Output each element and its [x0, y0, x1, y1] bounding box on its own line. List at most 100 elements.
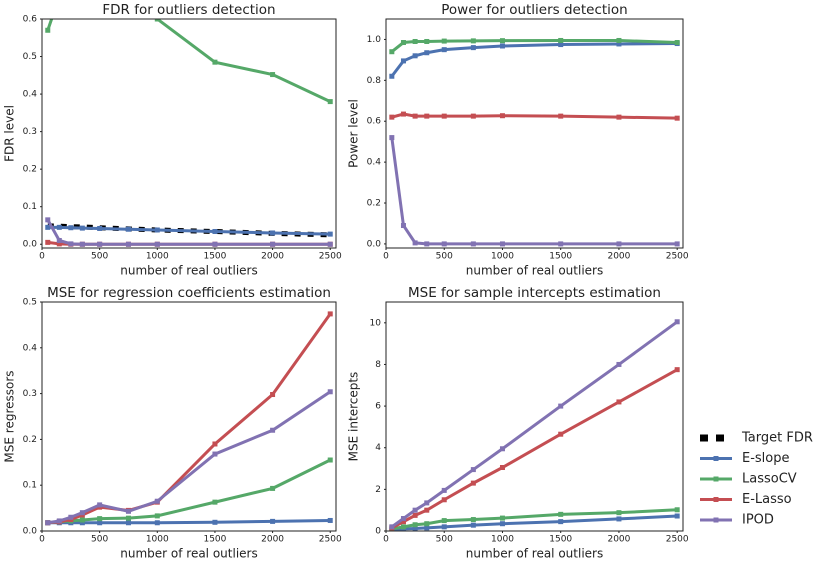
y-tick-label: 0.6 [23, 15, 38, 25]
point [79, 241, 85, 247]
point [212, 519, 218, 525]
point [441, 518, 447, 524]
point [616, 510, 622, 516]
axes-frame [385, 301, 684, 532]
point [412, 526, 418, 531]
y-tick-label: 0.2 [367, 199, 381, 209]
y-tick-label: 0.0 [367, 239, 382, 249]
series-line [390, 320, 679, 529]
y-axis-label: MSE intercepts [347, 372, 361, 462]
x-tick-label: 2500 [319, 252, 342, 262]
axes-frame [41, 301, 337, 532]
x-tick-label: 2000 [261, 535, 284, 545]
legend-label: IPOD [742, 513, 774, 528]
series-line [391, 368, 678, 530]
point [412, 113, 418, 119]
point [400, 516, 406, 522]
legend-marker [713, 517, 719, 523]
point [558, 403, 564, 409]
point [125, 241, 131, 247]
legend-marker [713, 456, 719, 461]
y-tick-label: 0.1 [23, 202, 37, 212]
point [270, 485, 276, 491]
series-line [391, 514, 678, 531]
x-tick-label: 1000 [491, 535, 514, 545]
y-tick-label: 2 [375, 485, 381, 495]
x-axis-label: number of real outliers [466, 547, 603, 561]
legend-label: E-Lasso [742, 492, 792, 507]
y-tick-label: 10 [370, 318, 382, 328]
point [412, 522, 418, 528]
point [68, 225, 74, 231]
point [558, 37, 564, 43]
point [424, 500, 430, 506]
point [499, 446, 505, 452]
point [499, 521, 505, 527]
point [97, 225, 103, 231]
x-tick-label: 500 [436, 535, 453, 545]
legend-label: LassoCV [742, 472, 797, 487]
point [154, 241, 160, 247]
y-tick-label: 8 [375, 360, 381, 370]
x-tick-label: 500 [436, 252, 453, 262]
point [389, 524, 395, 530]
plot-area [389, 319, 680, 531]
series-line [390, 38, 678, 53]
point [470, 113, 476, 119]
point [412, 38, 418, 44]
x-tick-label: 0 [383, 252, 389, 262]
point [327, 241, 333, 247]
point [212, 499, 218, 505]
point [45, 520, 51, 526]
y-tick-label: 0.4 [367, 158, 382, 168]
point [125, 520, 131, 526]
point [558, 113, 564, 119]
point [441, 47, 447, 53]
point [154, 498, 160, 504]
point [499, 465, 505, 471]
x-tick-label: 1500 [203, 252, 226, 262]
point [499, 113, 505, 119]
chart-title: MSE for sample intercepts estimation [408, 285, 661, 301]
y-tick-label: 0.3 [23, 389, 37, 399]
point [56, 518, 62, 524]
point [424, 521, 430, 527]
point [154, 513, 160, 519]
point [441, 113, 447, 119]
point [400, 524, 406, 530]
point [674, 507, 680, 513]
series-line [391, 112, 678, 120]
y-tick-label: 0.2 [23, 435, 37, 445]
point [400, 519, 406, 525]
x-tick-label: 1500 [203, 535, 226, 545]
chart-title: Power for outliers detection [441, 2, 628, 18]
y-tick-label: 0.6 [367, 117, 382, 127]
x-tick-label: 2500 [666, 252, 689, 262]
point [424, 38, 430, 44]
x-tick-label: 1500 [549, 535, 572, 545]
y-tick-label: 4 [375, 443, 381, 453]
y-tick-label: 0.4 [23, 343, 38, 353]
point [56, 224, 62, 230]
point [270, 427, 276, 433]
point [389, 135, 395, 141]
point [558, 42, 564, 48]
point [327, 311, 333, 317]
point [616, 114, 622, 120]
y-tick-label: 0.4 [23, 90, 38, 100]
point [558, 241, 564, 247]
x-tick-label: 2000 [607, 535, 630, 545]
point [441, 497, 447, 503]
point [616, 241, 622, 247]
y-tick-label: 0.8 [367, 76, 382, 86]
x-tick-label: 0 [39, 535, 45, 545]
point [327, 231, 333, 237]
series-line [46, 219, 331, 246]
point [97, 516, 103, 522]
y-axis-label: FDR level [3, 105, 17, 162]
point [424, 113, 430, 119]
x-tick-label: 2000 [261, 252, 284, 262]
point [441, 524, 447, 530]
point [424, 525, 430, 531]
point [400, 58, 406, 64]
